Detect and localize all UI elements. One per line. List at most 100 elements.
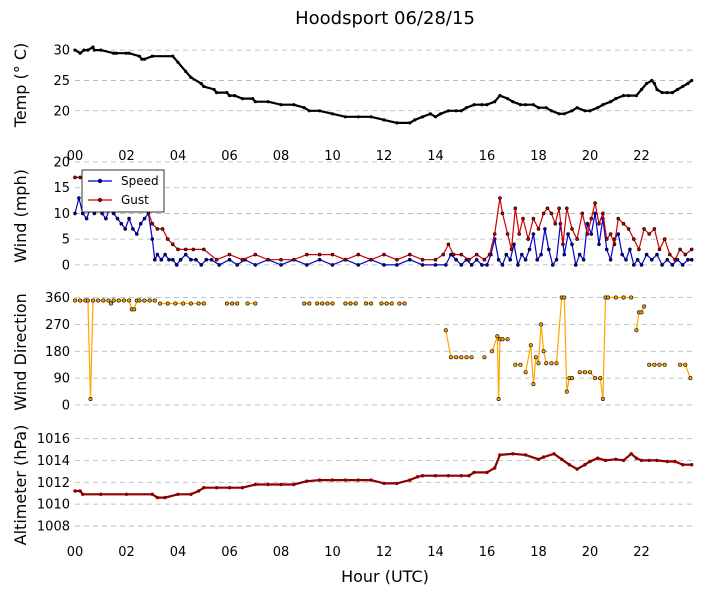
speed-point bbox=[631, 263, 636, 267]
altimeter-point bbox=[621, 458, 626, 463]
direction-point bbox=[539, 322, 544, 327]
direction-point bbox=[657, 362, 662, 367]
gust-point bbox=[474, 252, 479, 257]
temp-point bbox=[454, 109, 458, 113]
x-tick-label: 06 bbox=[221, 545, 238, 560]
speed-point bbox=[115, 216, 120, 221]
speed-point bbox=[628, 247, 632, 252]
temp-point bbox=[137, 54, 141, 58]
gust-point bbox=[657, 247, 662, 252]
direction-point bbox=[302, 301, 307, 306]
altimeter-point bbox=[552, 452, 556, 456]
x-tick-label: 08 bbox=[273, 545, 290, 560]
gust-point bbox=[557, 206, 561, 211]
altimeter-point bbox=[202, 486, 206, 490]
temp-point bbox=[652, 81, 657, 86]
direction-point bbox=[245, 301, 250, 306]
x-tick-label: 02 bbox=[118, 149, 135, 164]
direction-point bbox=[564, 389, 569, 394]
altimeter-point bbox=[614, 457, 618, 461]
speed-point bbox=[608, 257, 613, 262]
y-axis-label: Temp (° C) bbox=[11, 43, 30, 128]
speed-point bbox=[593, 211, 597, 216]
y-tick-label: 30 bbox=[53, 44, 70, 59]
speed-point bbox=[123, 227, 127, 231]
gust-point bbox=[492, 232, 497, 236]
speed-point bbox=[433, 263, 438, 267]
altimeter-point bbox=[343, 478, 348, 482]
altimeter-point bbox=[196, 489, 201, 493]
speed-point bbox=[535, 257, 540, 262]
speed-point bbox=[686, 257, 690, 262]
direction-point bbox=[109, 301, 114, 306]
temp-point bbox=[690, 78, 694, 83]
temp-point bbox=[544, 106, 548, 110]
y-tick-label: 270 bbox=[45, 318, 70, 333]
direction-point bbox=[562, 295, 567, 300]
temp-point bbox=[670, 90, 675, 95]
gust-point bbox=[683, 252, 688, 257]
gust-point bbox=[165, 237, 170, 241]
speed-point bbox=[127, 216, 131, 221]
direction-point bbox=[353, 301, 358, 306]
temp-point bbox=[253, 100, 257, 104]
gust-point bbox=[407, 252, 412, 257]
gust-point bbox=[570, 227, 574, 231]
speed-point bbox=[171, 257, 175, 262]
gust-point bbox=[536, 227, 541, 231]
panel-direction: 0 90 180 270 360 Wind Direction bbox=[11, 291, 693, 414]
speed-point bbox=[150, 237, 155, 241]
altimeter-point bbox=[673, 459, 677, 464]
altimeter-point bbox=[433, 474, 438, 478]
y-tick-label: 180 bbox=[45, 345, 70, 360]
temp-point bbox=[523, 103, 528, 107]
speed-point bbox=[163, 252, 167, 257]
temp-point bbox=[114, 51, 118, 55]
speed-point bbox=[104, 216, 108, 221]
altimeter-point bbox=[575, 467, 579, 471]
direction-point bbox=[91, 298, 96, 303]
gust-point bbox=[585, 232, 590, 236]
speed-point bbox=[395, 263, 399, 267]
x-tick-label: 02 bbox=[118, 545, 135, 560]
temp-point bbox=[413, 118, 417, 122]
gust-point bbox=[467, 257, 471, 262]
temp-point bbox=[575, 106, 579, 110]
speed-point bbox=[649, 257, 654, 262]
gust-point bbox=[433, 257, 438, 262]
gust-point bbox=[500, 211, 505, 216]
altimeter-point bbox=[240, 486, 245, 490]
temp-point bbox=[480, 103, 484, 107]
direction-point bbox=[528, 343, 533, 348]
speed-point bbox=[279, 263, 283, 267]
temp-series-line bbox=[74, 45, 693, 124]
speed-point bbox=[304, 263, 309, 267]
speed-point bbox=[597, 242, 601, 247]
panel-wind: 0 5 10 15 20 Wind (mph) Speed Gust bbox=[11, 156, 694, 273]
speed-point bbox=[317, 257, 322, 262]
gust-point bbox=[482, 257, 487, 262]
direction-point bbox=[490, 349, 495, 354]
temp-point bbox=[588, 109, 592, 113]
x-tick-label: 10 bbox=[324, 545, 341, 560]
direction-point bbox=[593, 376, 598, 381]
temp-point bbox=[634, 93, 639, 98]
direction-point bbox=[662, 362, 667, 367]
speed-point bbox=[485, 263, 489, 267]
gust-point bbox=[517, 232, 522, 236]
altimeter-point bbox=[73, 489, 77, 493]
speed-point bbox=[178, 257, 183, 262]
temp-point bbox=[681, 84, 685, 89]
speed-point bbox=[454, 257, 458, 262]
gust-point bbox=[564, 206, 569, 211]
speed-point bbox=[77, 196, 81, 200]
gust-point bbox=[253, 252, 258, 257]
x-tick-label: 04 bbox=[170, 149, 187, 164]
temp-point bbox=[124, 51, 129, 55]
speed-point bbox=[639, 263, 644, 267]
temp-point bbox=[202, 84, 206, 89]
altimeter-point bbox=[356, 478, 360, 482]
temp-point bbox=[583, 109, 587, 113]
altimeter-point bbox=[330, 478, 335, 482]
speed-point bbox=[119, 221, 124, 226]
